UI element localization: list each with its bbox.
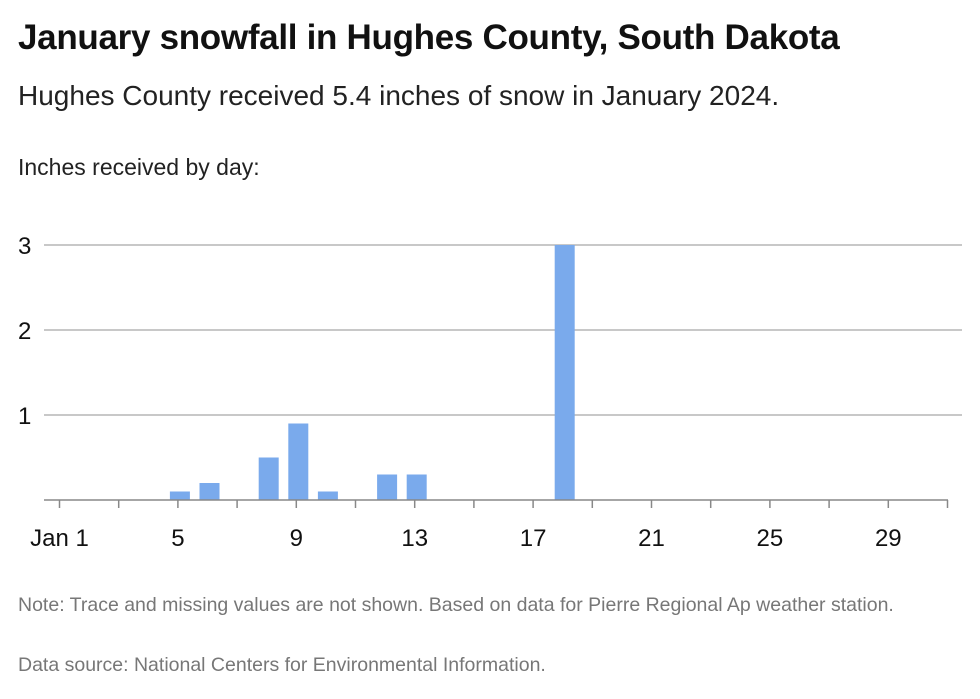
chart-note: Note: Trace and missing values are not s…	[18, 594, 894, 616]
bar-jan-18	[554, 245, 575, 500]
bar-jan-9	[288, 423, 309, 500]
x-tick-label: 29	[875, 525, 902, 552]
x-tick-label: Jan 1	[30, 525, 89, 552]
bar-jan-5	[169, 491, 190, 500]
x-tick-label: 5	[171, 525, 184, 552]
chart-title: January snowfall in Hughes County, South…	[18, 18, 840, 57]
bar-jan-8	[258, 457, 279, 500]
x-tick-label: 25	[757, 525, 784, 552]
y-tick-label: 2	[18, 318, 31, 345]
x-tick-label: 17	[520, 525, 547, 552]
gridlines: 1 2 3	[18, 233, 962, 430]
bar-jan-13	[406, 474, 427, 500]
bar-jan-6	[199, 483, 220, 500]
x-tick-label: 13	[401, 525, 428, 552]
x-tick-label: 21	[638, 525, 665, 552]
y-axis-caption: Inches received by day:	[18, 154, 260, 180]
x-axis: Jan 1 5 9 13 17 21 25 29	[30, 499, 949, 552]
data-source: Data source: National Centers for Enviro…	[18, 654, 546, 676]
y-tick-label: 3	[18, 233, 31, 260]
bars	[169, 245, 575, 500]
x-tick-label: 9	[290, 525, 303, 552]
y-tick-label: 1	[18, 403, 31, 430]
bar-jan-12	[377, 474, 398, 500]
snowfall-bar-chart: 1 2 3 Jan 1 5 9 13 17 21 25 29	[18, 233, 962, 552]
chart-subtitle: Hughes County received 5.4 inches of sno…	[18, 80, 780, 111]
bar-jan-10	[317, 491, 338, 500]
